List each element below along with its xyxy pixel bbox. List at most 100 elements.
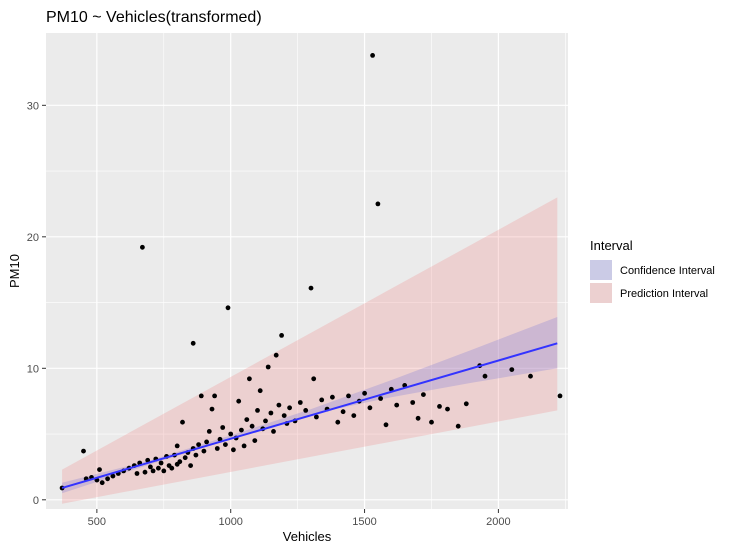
data-point	[97, 467, 102, 472]
data-point	[346, 393, 351, 399]
data-point	[212, 393, 218, 399]
prediction-interval-band	[62, 197, 558, 504]
data-point	[239, 427, 244, 433]
data-point	[375, 201, 381, 207]
data-point	[225, 305, 231, 311]
y-axis-label: PM10	[7, 254, 22, 288]
data-point	[214, 446, 220, 451]
fit-line-group	[61, 342, 558, 489]
data-point	[351, 413, 357, 418]
x-tick-label: 2000	[486, 516, 510, 528]
data-point	[188, 463, 194, 468]
y-tick-label: 20	[27, 232, 39, 244]
legend-key-prediction	[590, 283, 612, 303]
data-point	[220, 425, 226, 430]
x-tick-label: 1000	[218, 516, 242, 528]
data-point	[174, 443, 180, 449]
chart-title: PM10 ~ Vehicles(transformed)	[46, 9, 262, 26]
data-point	[244, 417, 250, 422]
data-point	[271, 429, 276, 434]
data-point	[204, 439, 210, 445]
data-point	[383, 422, 389, 428]
data-point	[228, 431, 234, 437]
data-point	[394, 402, 400, 408]
legend-key-confidence	[590, 260, 612, 280]
data-point	[378, 396, 383, 401]
legend-title: Interval	[590, 238, 633, 253]
data-point	[105, 476, 110, 482]
data-point	[362, 390, 367, 396]
data-point	[182, 455, 188, 461]
grid-major	[46, 33, 568, 509]
data-point	[110, 473, 116, 479]
y-tick-label: 10	[27, 363, 39, 375]
plot-panel	[46, 33, 568, 509]
data-point	[236, 398, 242, 404]
legend-key-bg-confidence	[590, 260, 612, 280]
data-point	[252, 438, 258, 443]
data-point	[445, 406, 450, 412]
y-tick-label: 0	[33, 495, 39, 507]
data-point	[156, 465, 161, 471]
data-point	[134, 471, 140, 476]
data-point	[169, 465, 175, 471]
grid-minor	[46, 33, 568, 509]
y-axis-ticks: 0 10 20 30	[27, 100, 46, 507]
data-point	[528, 373, 533, 379]
data-point	[421, 392, 426, 397]
data-point	[367, 405, 373, 411]
data-point	[429, 419, 434, 425]
data-point	[287, 405, 292, 411]
fit-line	[61, 342, 558, 489]
legend: Interval Confidence Interval Prediction …	[590, 238, 715, 303]
data-point	[247, 376, 252, 382]
data-point	[335, 419, 341, 425]
data-point	[557, 393, 563, 399]
data-point	[415, 415, 421, 421]
x-axis-label: Vehicles	[283, 529, 332, 544]
data-point	[241, 443, 247, 449]
data-point	[145, 457, 151, 463]
data-point	[297, 400, 303, 405]
data-point	[340, 409, 346, 415]
data-point	[99, 480, 105, 486]
data-point	[319, 397, 325, 403]
x-tick-label: 500	[88, 516, 106, 528]
data-point	[177, 459, 183, 465]
data-point	[281, 413, 287, 418]
data-point	[196, 442, 202, 447]
data-point	[265, 364, 271, 370]
data-point	[370, 53, 375, 58]
data-point	[273, 352, 279, 358]
data-point	[148, 464, 153, 470]
data-point	[150, 468, 156, 474]
data-point	[142, 469, 148, 475]
data-point	[140, 244, 145, 250]
data-point	[161, 468, 167, 474]
data-point	[193, 452, 199, 458]
data-point	[263, 418, 268, 424]
x-tick-label: 1500	[352, 516, 376, 528]
data-point	[249, 423, 255, 429]
data-point	[303, 408, 309, 413]
data-point	[276, 402, 282, 408]
data-point	[482, 373, 488, 379]
data-point	[198, 393, 204, 399]
data-point	[257, 388, 263, 394]
data-point	[223, 442, 228, 447]
data-point	[314, 414, 319, 420]
data-point	[255, 408, 260, 413]
data-point	[206, 429, 212, 434]
data-point	[279, 333, 284, 338]
data-point	[268, 410, 274, 416]
legend-key-bg-prediction	[590, 283, 612, 303]
data-point	[158, 460, 164, 466]
data-point	[209, 406, 215, 412]
data-point	[330, 394, 335, 400]
y-tick-label: 30	[27, 100, 39, 112]
data-point	[463, 401, 469, 407]
data-point	[455, 423, 461, 429]
data-point	[201, 448, 207, 454]
data-point	[81, 448, 86, 454]
